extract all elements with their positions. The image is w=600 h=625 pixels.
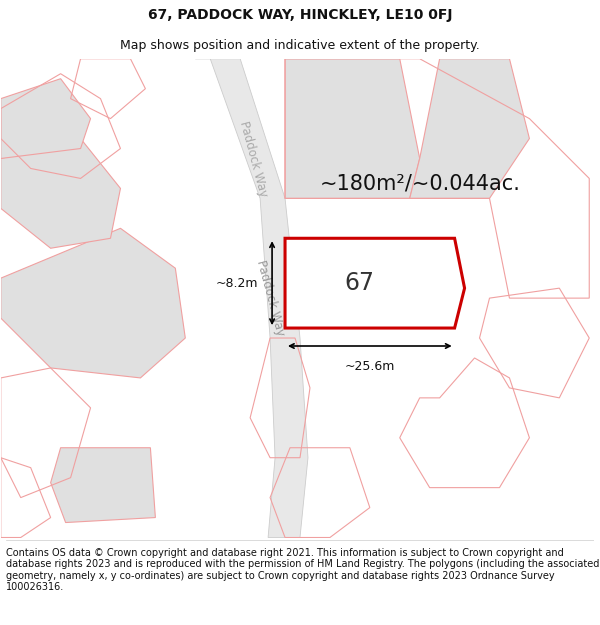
Polygon shape (1, 139, 121, 248)
Text: ~180m²/~0.044ac.: ~180m²/~0.044ac. (319, 173, 520, 193)
Polygon shape (195, 59, 308, 538)
Polygon shape (50, 448, 155, 522)
Text: Paddock Way: Paddock Way (237, 119, 269, 198)
Text: 67: 67 (345, 271, 375, 295)
Text: Map shows position and indicative extent of the property.: Map shows position and indicative extent… (120, 39, 480, 52)
Polygon shape (285, 238, 464, 328)
Polygon shape (285, 59, 419, 198)
Text: ~25.6m: ~25.6m (344, 360, 395, 373)
Polygon shape (410, 59, 529, 198)
Polygon shape (1, 79, 91, 159)
Polygon shape (1, 228, 185, 378)
Text: 67, PADDOCK WAY, HINCKLEY, LE10 0FJ: 67, PADDOCK WAY, HINCKLEY, LE10 0FJ (148, 8, 452, 22)
Text: Paddock Way: Paddock Way (254, 259, 286, 338)
Text: Contains OS data © Crown copyright and database right 2021. This information is : Contains OS data © Crown copyright and d… (6, 548, 599, 592)
Text: ~8.2m: ~8.2m (215, 277, 258, 289)
